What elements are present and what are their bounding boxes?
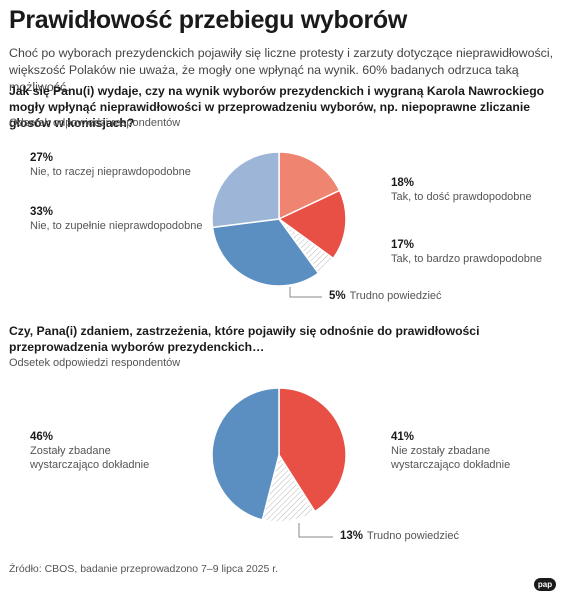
- chart1-text-zupelnie-nie: Nie, to zupełnie nieprawdopodobne: [30, 220, 203, 232]
- chart2-question: Czy, Pana(i) zdaniem, zastrzeżenia, któr…: [9, 324, 480, 354]
- leader-lines: [289, 287, 333, 538]
- chart2-text-trudno: Trudno powiedzieć: [367, 530, 459, 542]
- chart1-label-dosc-tak: 18% Tak, to dość prawdopodobne: [391, 176, 532, 204]
- chart1-label-raczej-nie: 27% Nie, to raczej nieprawdopodobne: [30, 151, 191, 179]
- chart2-label-trudno: 13% Trudno powiedzieć: [340, 530, 459, 542]
- chart2-subtitle: Odsetek odpowiedzi respondentów: [9, 357, 181, 369]
- pie-chart-2: [211, 387, 347, 523]
- chart1-slice-3: [211, 218, 320, 287]
- chart1-text-bardzo-tak: Tak, to bardzo prawdopodobne: [391, 253, 543, 265]
- page-title: Prawidłowość przebiegu wyborów: [9, 6, 408, 34]
- chart2-leader-trudno: [298, 523, 333, 538]
- chart1-pct-raczej-nie: 27%: [30, 152, 54, 164]
- chart2-pct-trudno: 13%: [340, 530, 364, 542]
- chart2-text-zbadane: Zostały zbadane wystarczająco dokładnie: [30, 445, 150, 471]
- chart2-pct-niezbadane: 41%: [391, 431, 415, 443]
- chart1-text-dosc-tak: Tak, to dość prawdopodobne: [391, 191, 532, 203]
- lead-text: Choć po wyborach prezydenckich pojawiły …: [9, 46, 554, 94]
- chart1-pct-trudno: 5%: [329, 290, 346, 302]
- chart1-text-trudno: Trudno powiedzieć: [349, 290, 442, 302]
- pie-chart-1: [211, 151, 347, 287]
- chart1-slice-4: [211, 151, 280, 229]
- chart2-text-niezbadane: Nie zostały zbadane wystarczająco dokład…: [391, 445, 511, 471]
- chart1-question: Jak się Panu(i) wydaje, czy na wynik wyb…: [9, 84, 545, 130]
- pap-logo: pap: [534, 578, 556, 591]
- source-note: Źródło: CBOS, badanie przeprowadzono 7–9…: [9, 563, 279, 575]
- chart1-subtitle: Odsetek odpowiedzi respondentów: [9, 117, 181, 129]
- chart1-pct-zupelnie-nie: 33%: [30, 206, 54, 218]
- chart2-pct-zbadane: 46%: [30, 431, 54, 443]
- chart1-leader-trudno: [289, 287, 322, 298]
- chart2-slice-1: [261, 453, 316, 523]
- chart1-pct-dosc-tak: 18%: [391, 177, 415, 189]
- chart1-slice-1: [277, 189, 347, 260]
- chart2-slice-2: [211, 387, 280, 521]
- chart1-label-bardzo-tak: 17% Tak, to bardzo prawdopodobne: [391, 238, 542, 266]
- chart1-slice-0: [278, 151, 341, 221]
- chart2-label-zbadane: 46% Zostały zbadane wystarczająco dokład…: [30, 430, 180, 472]
- chart2-label-niezbadane: 41% Nie zostały zbadane wystarczająco do…: [391, 430, 516, 472]
- chart1-text-raczej-nie: Nie, to raczej nieprawdopodobne: [30, 166, 191, 178]
- chart1-pct-bardzo-tak: 17%: [391, 239, 415, 251]
- chart1-label-zupelnie-nie: 33% Nie, to zupełnie nieprawdopodobne: [30, 205, 202, 233]
- chart1-label-trudno: 5% Trudno powiedzieć: [329, 290, 442, 302]
